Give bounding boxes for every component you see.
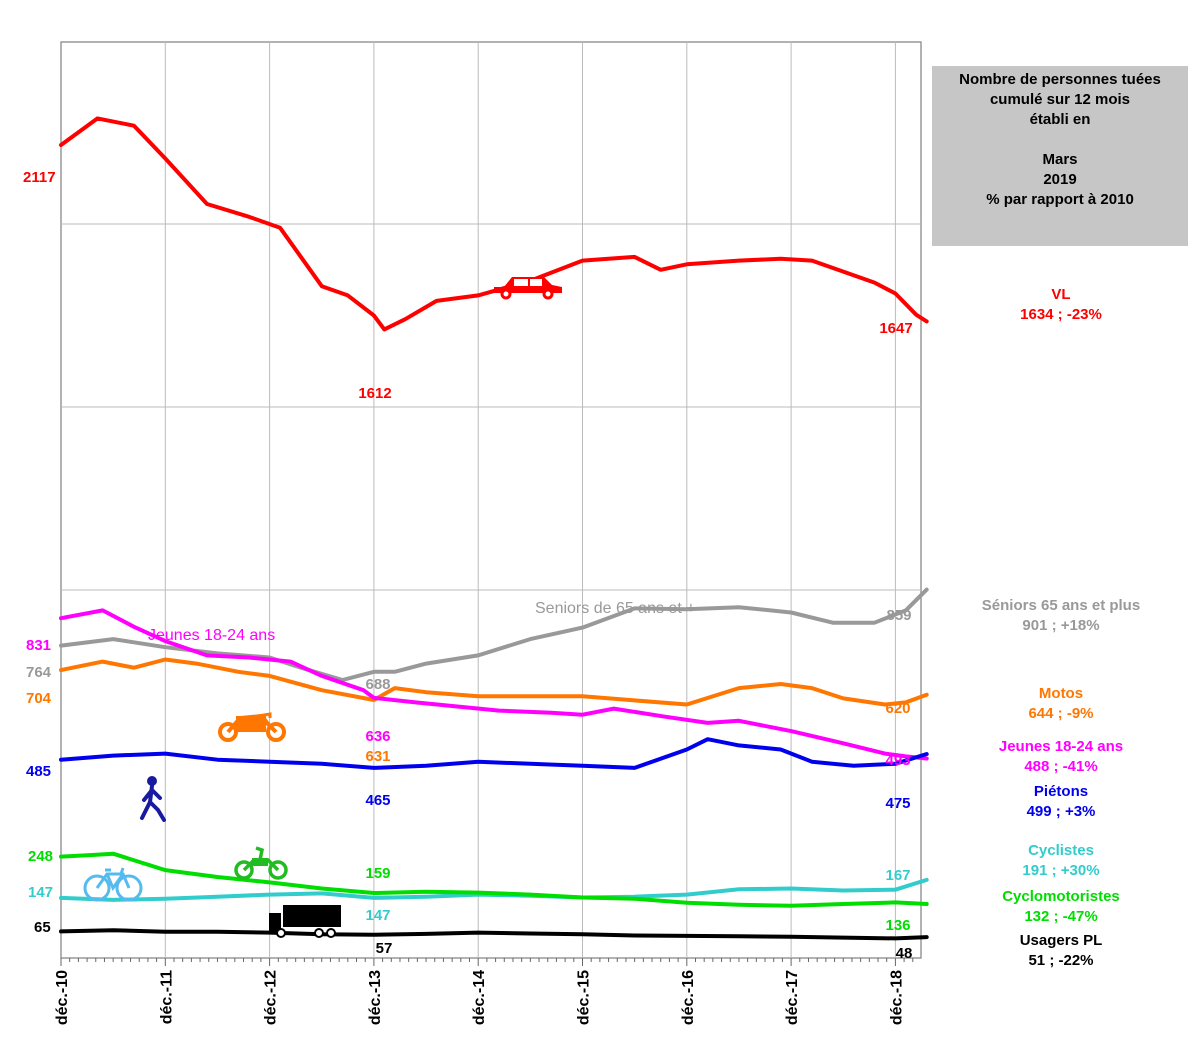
series-line-pietons bbox=[59, 737, 929, 770]
legend-cyclistes: Cyclistes 191 ; +30% bbox=[930, 841, 1192, 881]
x-tick-label: déc.-15 bbox=[576, 970, 593, 1025]
x-tick-label: déc.-18 bbox=[888, 970, 905, 1025]
truck-icon bbox=[269, 905, 341, 938]
x-tick-label: déc.-11 bbox=[158, 970, 175, 1024]
legend-jeunes: Jeunes 18-24 ans 488 ; -41% bbox=[930, 737, 1192, 777]
data-label: 167 bbox=[885, 867, 910, 884]
series-inline-label: Seniors de 65 ans et + bbox=[535, 600, 696, 617]
legend-detail: 51 ; -22% bbox=[1028, 952, 1094, 969]
x-tick-label: déc.-17 bbox=[784, 970, 801, 1025]
data-label: 159 bbox=[365, 865, 390, 882]
legend-name: Motos bbox=[1038, 685, 1084, 702]
plot-area bbox=[60, 41, 922, 959]
data-label: 688 bbox=[365, 676, 390, 693]
info-year: 2019 bbox=[1043, 171, 1077, 188]
series-inline-label: Jeunes 18-24 ans bbox=[148, 627, 275, 644]
legend-detail: 191 ; +30% bbox=[1022, 862, 1100, 879]
series-line-cyclomotoristes bbox=[59, 851, 929, 908]
series-line-vl bbox=[59, 116, 929, 332]
moped-icon bbox=[234, 846, 288, 880]
x-tick-label: déc.-16 bbox=[680, 970, 697, 1025]
data-label: 475 bbox=[885, 795, 910, 812]
annotations: 2117 1612 1647 831 764 704 485 248 147 65 688 636 63… bbox=[23, 169, 913, 962]
x-axis-ticks: déc.-10 déc.-11 déc.-12 déc.-13 déc.-14 déc.-… bbox=[54, 970, 905, 1025]
data-label: 764 bbox=[26, 664, 52, 681]
legend-vl: VL 1634 ; -23% bbox=[930, 285, 1192, 325]
legend-name: VL bbox=[1051, 286, 1071, 303]
info-title-line1: Nombre de personnes tuées bbox=[959, 71, 1161, 88]
info-box: Nombre de personnes tuées cumulé sur 12 … bbox=[932, 66, 1188, 246]
icons bbox=[83, 277, 562, 938]
data-label: 620 bbox=[885, 700, 910, 717]
bicycle-icon bbox=[83, 867, 143, 902]
legend-detail: 499 ; +3% bbox=[1026, 803, 1096, 820]
legend-name: Séniors 65 ans et plus bbox=[981, 597, 1141, 614]
info-month: Mars bbox=[1042, 151, 1078, 168]
data-label: 485 bbox=[26, 763, 51, 780]
data-label: 493 bbox=[885, 752, 910, 769]
data-label: 65 bbox=[34, 919, 51, 936]
data-label: 147 bbox=[28, 884, 53, 901]
series-line-motos bbox=[59, 657, 929, 707]
data-label: 465 bbox=[365, 792, 390, 809]
series-line-usagers_pl bbox=[59, 928, 929, 941]
legend-name: Piétons bbox=[1033, 783, 1089, 800]
data-label: 147 bbox=[365, 907, 390, 924]
series-line-seniors bbox=[59, 587, 929, 682]
legend-seniors: Séniors 65 ans et plus 901 ; +18% bbox=[930, 596, 1192, 636]
series-line-jeunes bbox=[59, 608, 929, 761]
legend-detail: 901 ; +18% bbox=[1022, 617, 1100, 634]
x-tick-label: déc.-14 bbox=[471, 970, 488, 1025]
data-label: 1612 bbox=[358, 385, 391, 402]
data-label: 859 bbox=[886, 607, 911, 624]
gridlines bbox=[60, 42, 921, 966]
data-label: 136 bbox=[885, 917, 910, 934]
x-tick-label: déc.-13 bbox=[367, 970, 384, 1025]
data-label: 636 bbox=[365, 728, 390, 745]
legend-cyclomotoristes: Cyclomotoristes 132 ; -47% bbox=[930, 887, 1192, 927]
legend-usagers-pl: Usagers PL 51 ; -22% bbox=[930, 931, 1192, 971]
legend-detail: 644 ; -9% bbox=[1028, 705, 1094, 722]
pedestrian-icon bbox=[140, 776, 166, 822]
x-tick-label: déc.-10 bbox=[54, 970, 71, 1025]
legend-pietons: Piétons 499 ; +3% bbox=[930, 782, 1192, 822]
legend-detail: 1634 ; -23% bbox=[1020, 306, 1102, 323]
legend-detail: 488 ; -41% bbox=[1024, 758, 1098, 775]
info-note: % par rapport à 2010 bbox=[986, 191, 1134, 208]
legend-name: Jeunes 18-24 ans bbox=[998, 738, 1124, 755]
legend-name: Cyclistes bbox=[1028, 842, 1094, 859]
data-label: 48 bbox=[896, 945, 913, 962]
motorcycle-icon bbox=[218, 712, 286, 742]
info-title-line3: établi en bbox=[1029, 111, 1091, 128]
data-label: 57 bbox=[376, 940, 393, 957]
legend-name: Usagers PL bbox=[1019, 932, 1103, 949]
data-label: 831 bbox=[26, 637, 51, 654]
legend-motos: Motos 644 ; -9% bbox=[930, 684, 1192, 724]
x-tick-label: déc.-12 bbox=[263, 970, 280, 1025]
car-icon bbox=[494, 277, 562, 300]
data-label: 248 bbox=[28, 848, 53, 865]
legend-name: Cyclomotoristes bbox=[1002, 888, 1120, 905]
data-label: 704 bbox=[26, 690, 52, 707]
info-title-line2: cumulé sur 12 mois bbox=[989, 91, 1131, 108]
legend-detail: 132 ; -47% bbox=[1024, 908, 1098, 925]
data-label: 2117 bbox=[23, 169, 56, 186]
series-lines bbox=[59, 116, 929, 941]
data-label: 1647 bbox=[879, 320, 912, 337]
data-label: 631 bbox=[365, 748, 390, 765]
